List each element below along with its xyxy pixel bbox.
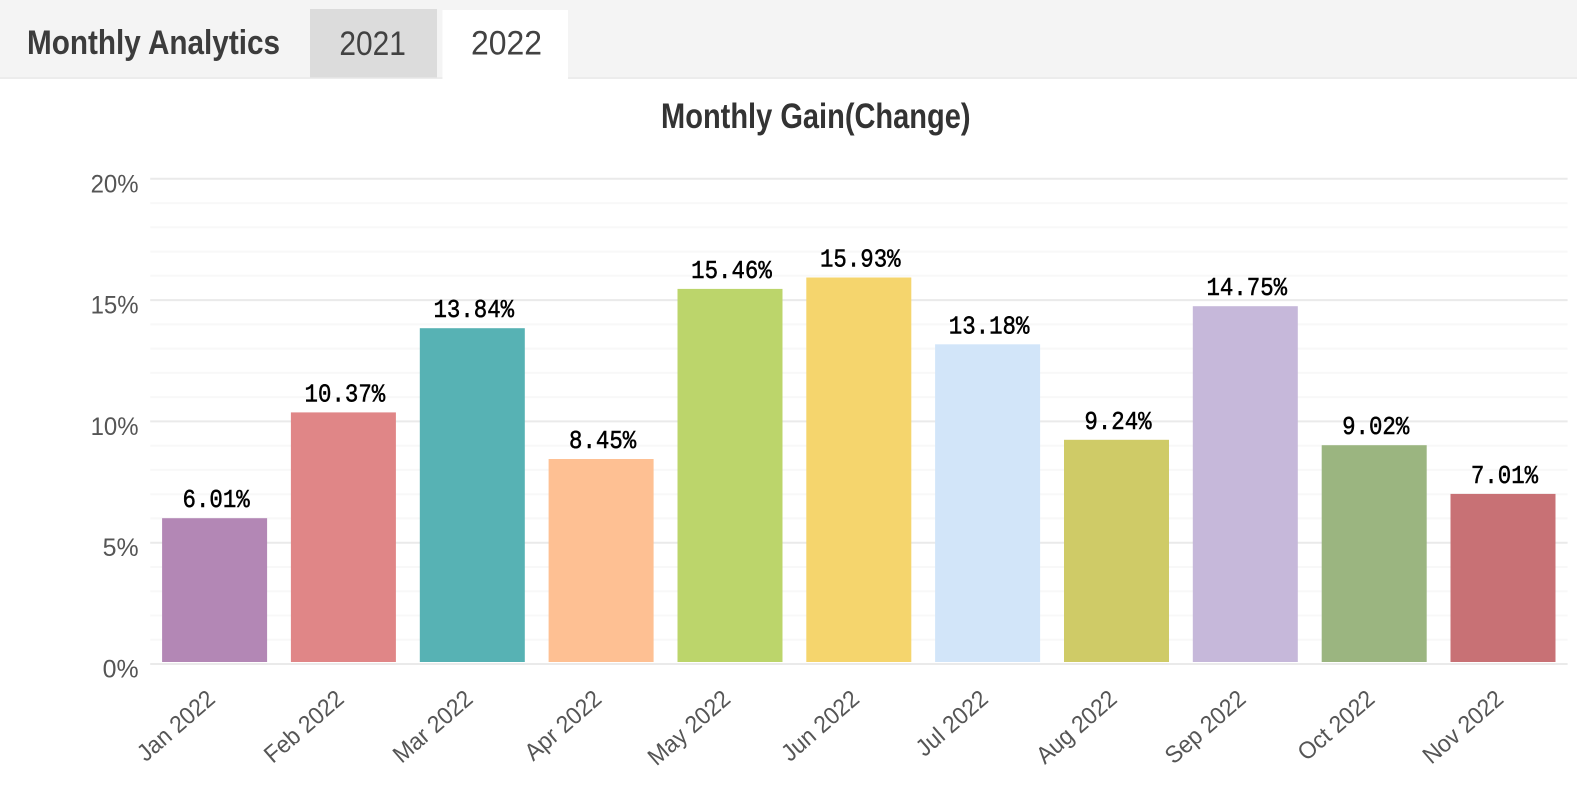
svg-text:9.24%: 9.24%: [1084, 407, 1152, 437]
svg-text:Sep 2022: Sep 2022: [1160, 685, 1251, 769]
svg-text:10.37%: 10.37%: [305, 379, 386, 409]
svg-text:Monthly Gain(Change): Monthly Gain(Change): [661, 97, 971, 136]
svg-text:Aug 2022: Aug 2022: [1031, 685, 1122, 769]
svg-text:Monthly Analytics: Monthly Analytics: [27, 24, 280, 62]
svg-text:Nov 2022: Nov 2022: [1418, 685, 1509, 769]
svg-text:14.75%: 14.75%: [1206, 273, 1287, 303]
svg-text:2021: 2021: [339, 25, 406, 63]
svg-text:Apr 2022: Apr 2022: [520, 685, 608, 766]
svg-text:Jul 2022: Jul 2022: [911, 685, 994, 762]
svg-text:15.93%: 15.93%: [820, 245, 901, 275]
svg-text:20%: 20%: [91, 170, 139, 198]
svg-text:Feb 2022: Feb 2022: [259, 685, 349, 769]
svg-text:9.02%: 9.02%: [1342, 412, 1410, 442]
svg-text:13.84%: 13.84%: [433, 295, 514, 325]
svg-text:15%: 15%: [91, 292, 139, 320]
svg-text:7.01%: 7.01%: [1471, 461, 1539, 491]
svg-text:8.45%: 8.45%: [569, 426, 637, 456]
svg-text:15.46%: 15.46%: [691, 256, 772, 286]
svg-text:13.18%: 13.18%: [949, 311, 1030, 341]
svg-text:May 2022: May 2022: [643, 685, 736, 771]
svg-text:Mar 2022: Mar 2022: [388, 685, 478, 769]
svg-text:0%: 0%: [103, 656, 139, 684]
svg-text:5%: 5%: [103, 534, 139, 562]
svg-text:10%: 10%: [91, 413, 139, 441]
svg-text:Oct 2022: Oct 2022: [1293, 685, 1381, 766]
svg-text:2022: 2022: [471, 24, 542, 62]
svg-text:Jun 2022: Jun 2022: [776, 685, 865, 767]
svg-text:6.01%: 6.01%: [183, 485, 251, 515]
svg-text:Jan 2022: Jan 2022: [132, 685, 221, 767]
